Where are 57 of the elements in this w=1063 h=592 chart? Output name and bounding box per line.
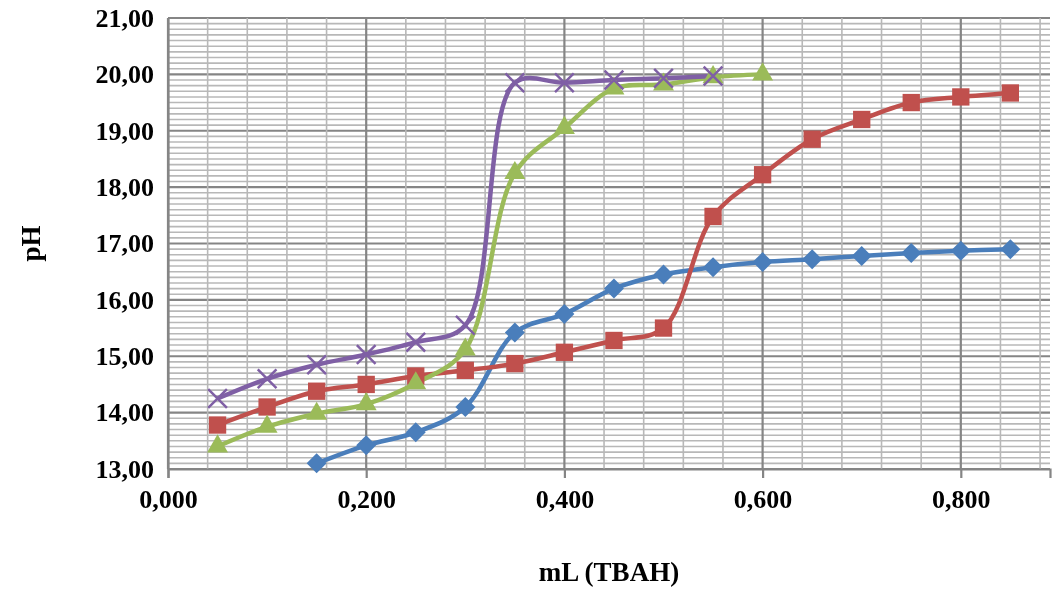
point [1000,239,1021,260]
y-tick-label: 18,00 [95,172,154,202]
y-tick-label: 13,00 [95,454,154,484]
point [950,240,971,261]
point [654,319,673,337]
y-axis-title: pH [16,225,46,262]
x-tick-label: 0,600 [733,485,793,515]
point [753,166,772,184]
point [355,343,377,366]
point [206,387,229,410]
point [455,396,476,417]
point [605,331,623,350]
point [653,264,674,285]
point [258,398,276,416]
point [652,67,675,89]
x-axis-title: mL (TBAH) [538,557,680,587]
x-tick-label: 0,000 [139,485,198,515]
y-tick-label: 14,00 [95,398,154,428]
point [853,110,871,129]
point [603,69,625,91]
x-tick-label: 0,800 [932,485,991,515]
point [603,278,624,299]
point [703,257,724,278]
y-tick-label: 16,00 [95,285,154,315]
x-tick-label: 0,400 [535,485,595,515]
point [553,72,576,94]
point [504,322,525,343]
point [405,331,427,353]
point [504,72,526,94]
point [554,303,575,324]
point [952,88,970,106]
point [307,382,326,400]
point [902,93,920,112]
point [456,361,474,379]
point [752,252,773,273]
x-tick-label: 0,200 [337,485,396,515]
y-tick-label: 20,00 [95,60,154,90]
point [454,314,476,336]
point [803,130,821,148]
point [208,416,227,434]
y-tick-label: 19,00 [95,116,154,146]
point [506,354,524,373]
point [256,368,278,390]
point [901,243,922,264]
point [1001,84,1020,102]
point [356,435,377,456]
point [306,453,327,474]
point [357,375,375,394]
y-tick-label: 17,00 [95,229,154,259]
point [306,354,328,376]
point [802,249,823,270]
y-tick-label: 15,00 [95,342,154,372]
y-tick-label: 21,00 [95,3,154,33]
point [555,343,574,361]
point [851,245,872,266]
point [405,422,426,443]
point [704,207,722,226]
